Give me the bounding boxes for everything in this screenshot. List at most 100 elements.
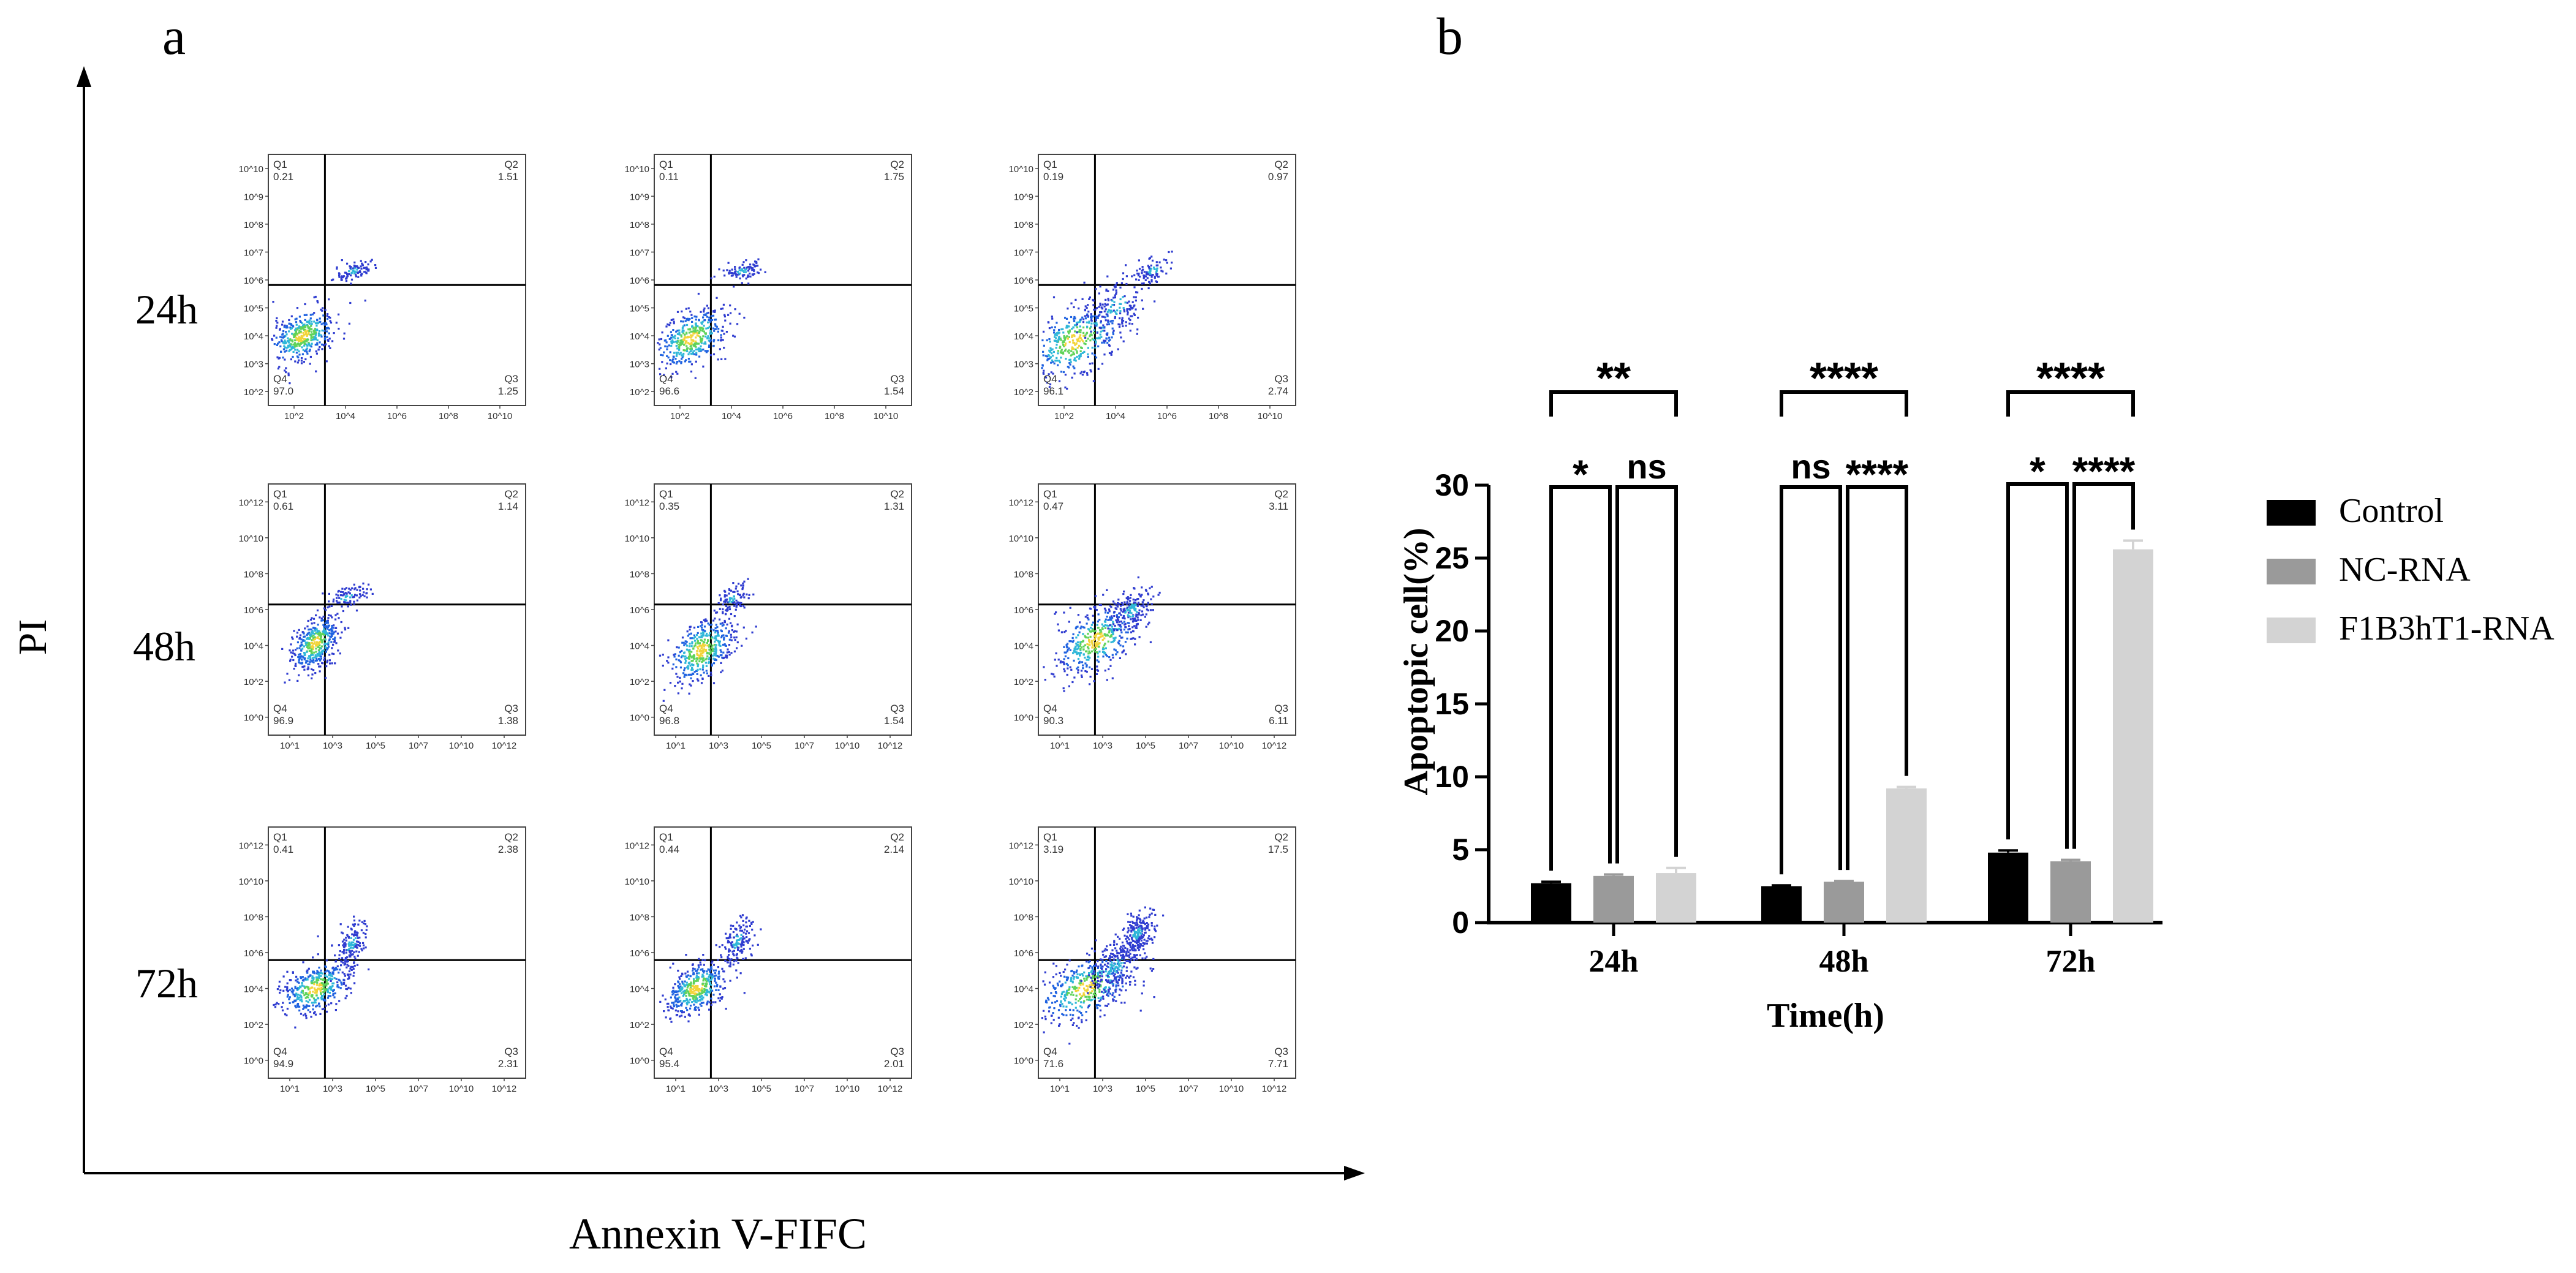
flow-event-dot (1131, 630, 1135, 632)
flow-event-dot (319, 972, 321, 975)
flow-event-dot (1077, 989, 1079, 992)
flow-event-dot (1084, 315, 1086, 317)
flow-event-dot (341, 983, 343, 986)
flow-event-dot (1062, 341, 1064, 344)
flow-event-dot (315, 980, 318, 982)
flow-event-dot (692, 672, 694, 675)
flow-event-dot (344, 957, 347, 959)
flow-event-dot (1131, 618, 1134, 620)
flow-event-dot (725, 627, 727, 630)
flow-event-dot (1110, 309, 1112, 312)
flow-event-dot (1079, 993, 1081, 995)
flow-event-dot (695, 670, 698, 672)
flow-event-dot (1101, 638, 1104, 641)
flow-event-dot (302, 349, 304, 351)
flow-event-dot (702, 632, 704, 635)
flow-event-dot (1042, 372, 1045, 375)
flow-event-dot (343, 981, 346, 984)
flow-event-dot (750, 953, 752, 956)
flow-event-dot (706, 994, 708, 997)
flow-event-dot (1122, 603, 1125, 606)
flow-event-dot (294, 1000, 297, 1002)
flow-event-dot (1079, 372, 1082, 375)
flow-event-dot (302, 665, 304, 668)
flow-event-dot (345, 937, 347, 939)
flow-event-dot (1049, 357, 1051, 360)
flow-event-dot (695, 340, 697, 342)
flow-density-dots (657, 258, 766, 379)
flow-event-dot (330, 605, 333, 607)
flow-event-dot (730, 924, 732, 927)
flow-event-dot (712, 344, 715, 347)
flow-event-dot (290, 348, 292, 351)
flow-event-dot (681, 980, 684, 983)
flow-event-dot (1115, 312, 1117, 315)
flow-event-dot (278, 357, 280, 360)
flow-event-dot (672, 962, 674, 965)
flow-event-dot (677, 692, 679, 695)
flow-event-dot (683, 644, 686, 646)
flow-event-dot (728, 588, 730, 591)
flow-event-dot (1135, 623, 1138, 625)
flow-event-dot (288, 319, 290, 322)
flow-event-dot (289, 979, 291, 981)
flow-event-dot (698, 988, 701, 991)
flow-event-dot (1092, 380, 1095, 382)
flow-event-dot (332, 633, 334, 635)
flow-event-dot (353, 272, 355, 274)
flow-event-dot (676, 353, 678, 356)
flow-event-dot (314, 338, 317, 340)
flow-event-dot (1046, 355, 1049, 358)
flow-event-dot (334, 662, 336, 665)
flow-event-dot (346, 592, 348, 595)
flow-event-dot (674, 334, 676, 337)
flow-event-dot (1148, 266, 1150, 270)
flow-event-dot (312, 643, 315, 645)
flow-event-dot (690, 663, 693, 666)
flow-event-dot (703, 659, 705, 662)
flow-event-dot (1076, 323, 1078, 326)
flow-event-dot (292, 989, 295, 992)
flow-event-dot (1138, 636, 1141, 638)
flow-event-dot (757, 271, 759, 274)
quadrant-value-q4: 96.9 (273, 715, 293, 727)
flow-event-dot (1043, 983, 1046, 986)
flow-event-dot (679, 989, 682, 992)
flow-event-dot (1078, 660, 1081, 663)
flow-event-dot (1076, 986, 1078, 989)
flow-event-dot (338, 978, 340, 981)
flow-event-dot (709, 632, 711, 635)
flow-event-dot (1122, 610, 1125, 612)
flow-event-dot (1077, 614, 1079, 616)
quadrant-name-q1: Q1 (273, 831, 287, 843)
flow-event-dot (324, 965, 327, 967)
flow-event-dot (1092, 976, 1095, 979)
flow-event-dot (292, 652, 294, 654)
flow-event-dot (341, 951, 344, 953)
flow-event-dot (703, 325, 705, 327)
flow-event-dot (692, 352, 694, 355)
flow-event-dot (345, 587, 348, 589)
flow-event-dot (706, 635, 708, 637)
flow-event-dot (702, 335, 704, 338)
flow-event-dot (309, 619, 312, 621)
flow-event-dot (1094, 325, 1097, 327)
flow-event-dot (1123, 958, 1125, 961)
flow-event-dot (720, 954, 722, 956)
flow-event-dot (338, 958, 341, 960)
flow-event-dot (1085, 339, 1087, 342)
flow-event-dot (666, 660, 668, 662)
flow-event-dot (312, 657, 314, 659)
flow-event-dot (309, 636, 311, 639)
flow-event-dot (325, 983, 328, 985)
flow-event-dot (1120, 610, 1122, 612)
flow-event-dot (692, 998, 695, 1000)
flow-event-dot (671, 1002, 673, 1004)
flow-event-dot (687, 336, 690, 338)
flow-event-dot (713, 637, 716, 640)
flow-event-dot (711, 636, 714, 638)
flow-event-dot (348, 976, 350, 978)
flow-event-dot (364, 261, 367, 263)
flow-event-dot (302, 1008, 304, 1010)
flow-x-tick-label: 10^12 (492, 1084, 516, 1094)
